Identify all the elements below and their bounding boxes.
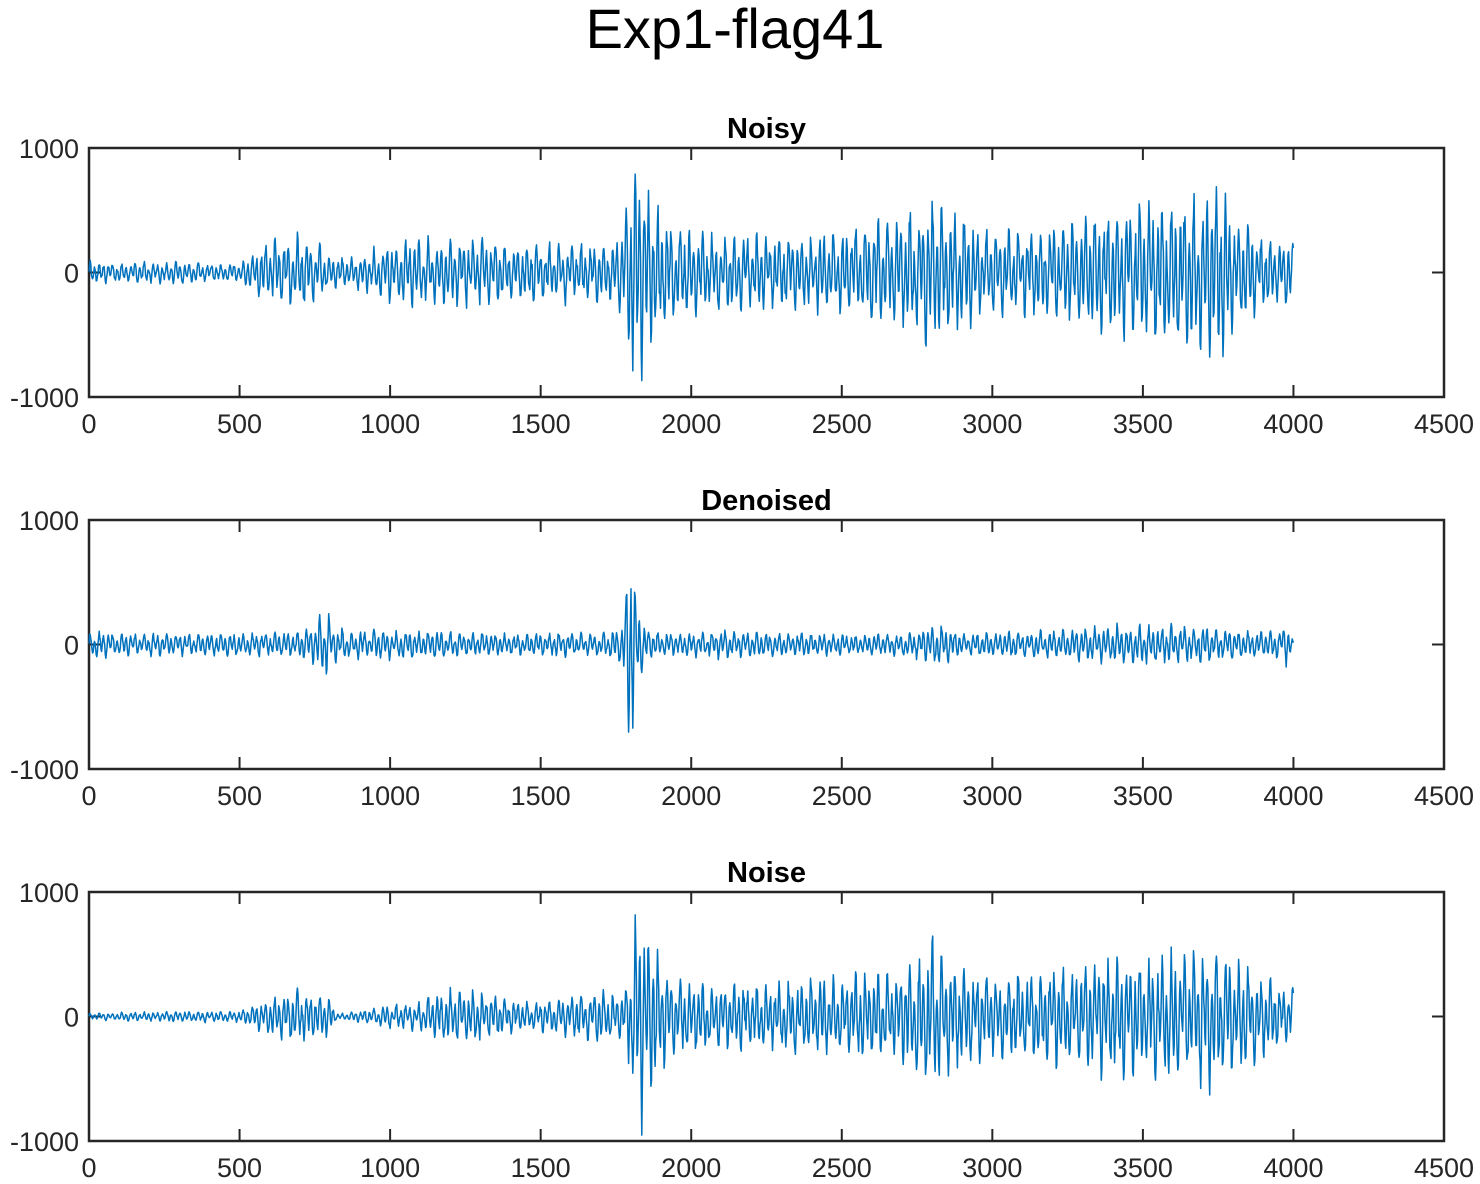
tick-group: 0 500 1000 1500 2000 2500 3000 3500 4000 4500 1000… — [10, 878, 1474, 1183]
x-tick-label: 2500 — [812, 409, 872, 439]
x-tick-label: 3500 — [1113, 409, 1173, 439]
series-line-noisy — [88, 173, 1295, 382]
y-tick-label: -1000 — [10, 383, 79, 413]
x-tick-label: 2500 — [812, 781, 872, 811]
x-tick-label: 2500 — [812, 1153, 872, 1183]
y-tick-label: 1000 — [19, 134, 79, 164]
x-tick-label: 1000 — [360, 1153, 420, 1183]
x-tick-label: 4000 — [1263, 781, 1323, 811]
x-tick-label: 500 — [217, 1153, 262, 1183]
x-tick-label: 1500 — [511, 1153, 571, 1183]
y-tick-label: 0 — [64, 1003, 79, 1033]
x-tick-label: 3500 — [1113, 781, 1173, 811]
y-tick-label: 1000 — [19, 506, 79, 536]
x-tick-label: 3500 — [1113, 1153, 1173, 1183]
x-tick-label: 3000 — [962, 781, 1022, 811]
x-tick-label: 3000 — [962, 1153, 1022, 1183]
y-tick-label: 0 — [64, 631, 79, 661]
series-line-denoised — [88, 588, 1295, 733]
x-tick-label: 1500 — [511, 781, 571, 811]
axes-noisy: Noisy 0 500 1000 1500 2000 2500 3000 3500 4000 45… — [10, 113, 1474, 439]
x-tick-label: 4500 — [1414, 409, 1474, 439]
x-tick-label: 2000 — [661, 781, 721, 811]
x-tick-label: 0 — [81, 1153, 96, 1183]
x-tick-label: 4000 — [1263, 1153, 1323, 1183]
series-line-noise — [88, 914, 1295, 1136]
x-tick-label: 4500 — [1414, 1153, 1474, 1183]
x-tick-label: 2000 — [661, 409, 721, 439]
x-tick-label: 500 — [217, 781, 262, 811]
tick-group: 0 500 1000 1500 2000 2500 3000 3500 4000 4500 1000… — [10, 134, 1474, 439]
y-tick-label: -1000 — [10, 755, 79, 785]
x-tick-label: 2000 — [661, 1153, 721, 1183]
axes-title-noise: Noise — [727, 857, 806, 889]
axes-denoised: Denoised 0 500 1000 1500 2000 2500 3000 3500 400… — [10, 485, 1474, 811]
figure-title: Exp1-flag41 — [586, 0, 885, 60]
tick-group: 0 500 1000 1500 2000 2500 3000 3500 4000 4500 1000… — [10, 506, 1474, 811]
x-tick-label: 1000 — [360, 781, 420, 811]
x-tick-label: 0 — [81, 409, 96, 439]
x-tick-label: 0 — [81, 781, 96, 811]
y-tick-label: 0 — [64, 259, 79, 289]
axes-title-denoised: Denoised — [701, 485, 832, 517]
x-tick-label: 1000 — [360, 409, 420, 439]
axes-title-noisy: Noisy — [727, 113, 806, 145]
x-tick-label: 1500 — [511, 409, 571, 439]
x-tick-label: 4000 — [1263, 409, 1323, 439]
x-tick-label: 3000 — [962, 409, 1022, 439]
y-tick-label: 1000 — [19, 878, 79, 908]
axes-noise: Noise 0 500 1000 1500 2000 2500 3000 3500 4000 45… — [10, 857, 1474, 1183]
x-tick-label: 4500 — [1414, 781, 1474, 811]
x-tick-label: 500 — [217, 409, 262, 439]
y-tick-label: -1000 — [10, 1127, 79, 1157]
